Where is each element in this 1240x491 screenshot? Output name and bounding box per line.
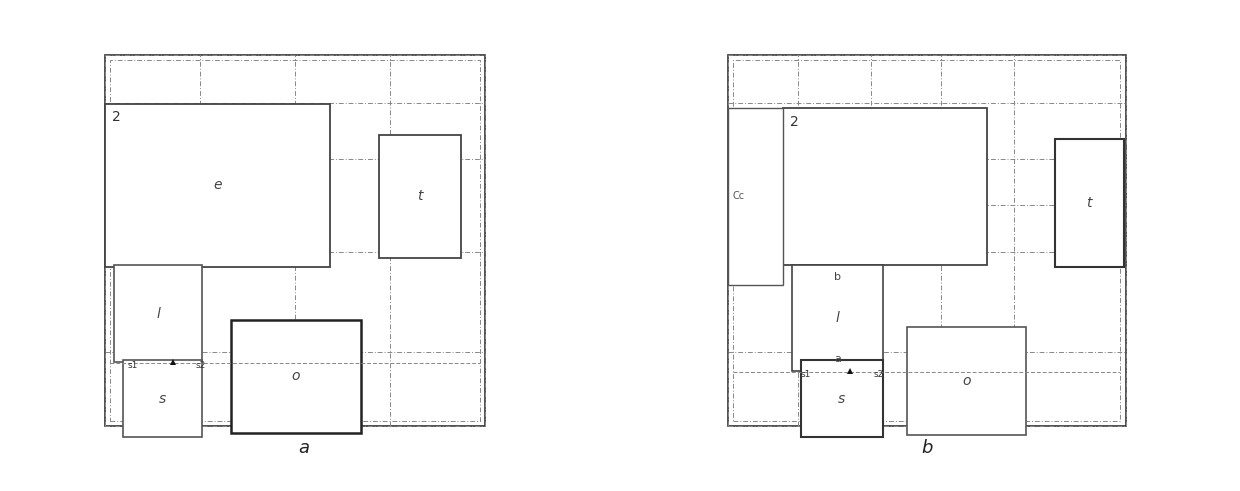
Bar bbox=[114, 265, 202, 362]
Text: l: l bbox=[156, 306, 160, 321]
Bar bbox=[733, 60, 1121, 421]
Bar bbox=[379, 135, 461, 258]
Text: a: a bbox=[835, 355, 841, 364]
Bar bbox=[105, 55, 485, 426]
Text: Cc: Cc bbox=[733, 191, 744, 201]
Text: e: e bbox=[213, 178, 222, 192]
Text: o: o bbox=[962, 374, 971, 388]
Text: s1: s1 bbox=[801, 370, 811, 379]
Text: t: t bbox=[417, 190, 423, 203]
Text: l: l bbox=[836, 311, 839, 325]
Text: s: s bbox=[159, 391, 166, 406]
Text: b: b bbox=[921, 439, 932, 457]
Text: b: b bbox=[835, 272, 841, 281]
Text: 2: 2 bbox=[112, 110, 120, 124]
Bar bbox=[784, 108, 987, 265]
Bar bbox=[906, 327, 1027, 435]
Text: o: o bbox=[291, 369, 300, 383]
Text: s2: s2 bbox=[196, 361, 206, 370]
Bar bbox=[728, 55, 1126, 426]
Bar bbox=[105, 104, 330, 267]
Text: 2: 2 bbox=[790, 115, 799, 129]
Text: s1: s1 bbox=[126, 361, 138, 370]
Text: s2: s2 bbox=[874, 370, 884, 379]
Bar bbox=[123, 360, 202, 437]
Text: s: s bbox=[838, 391, 846, 406]
Text: t: t bbox=[1086, 196, 1092, 210]
Bar bbox=[231, 320, 361, 433]
Bar bbox=[1055, 139, 1123, 267]
Bar bbox=[110, 60, 480, 421]
Text: a: a bbox=[299, 439, 309, 457]
Bar bbox=[792, 265, 883, 371]
Bar bbox=[801, 360, 883, 437]
Bar bbox=[728, 108, 784, 285]
